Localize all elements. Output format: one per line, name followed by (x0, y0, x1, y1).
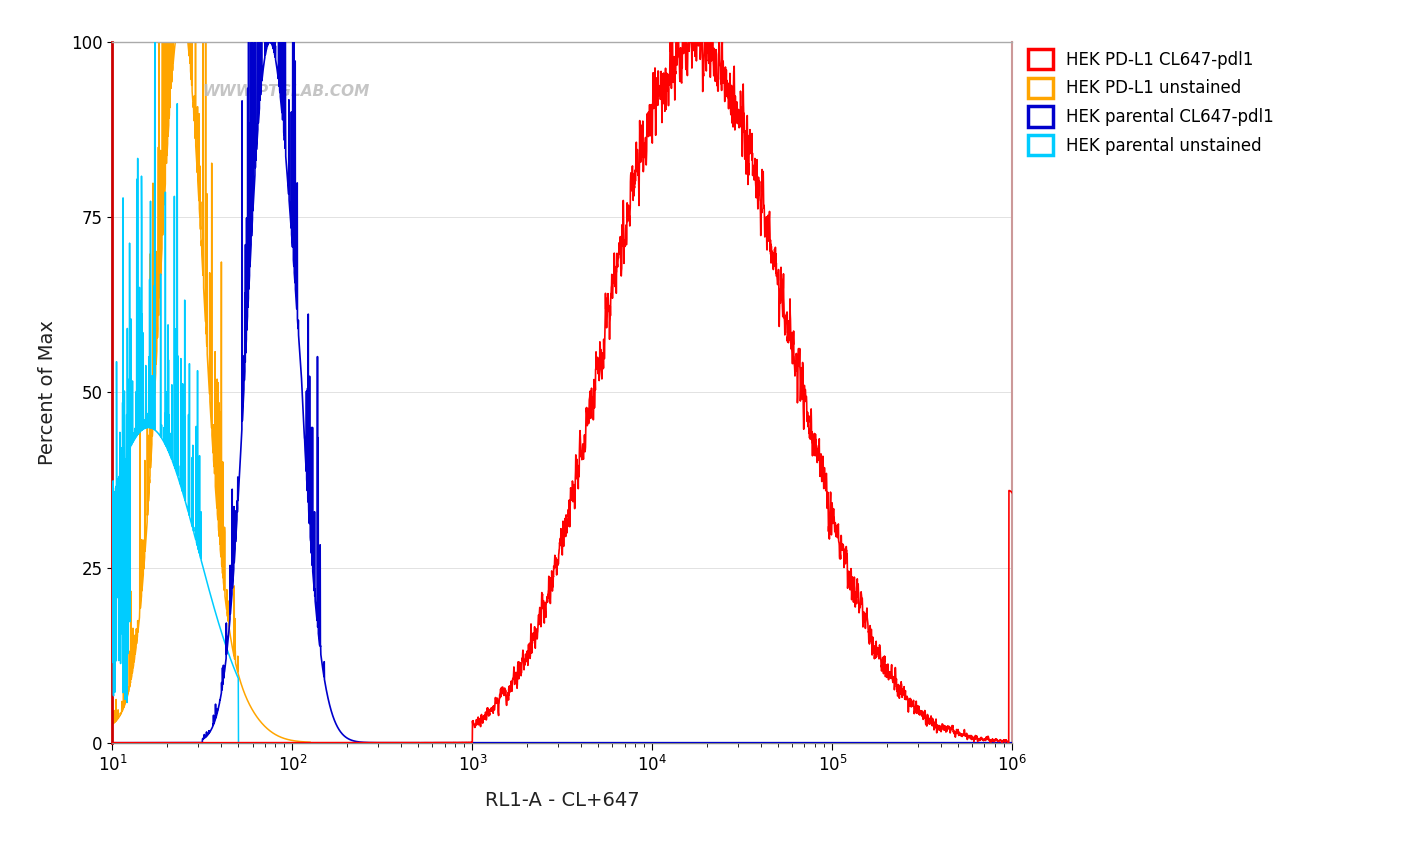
Y-axis label: Percent of Max: Percent of Max (38, 320, 58, 465)
Text: WWW.PTGLAB.COM: WWW.PTGLAB.COM (202, 84, 370, 100)
X-axis label: RL1-A - CL+647: RL1-A - CL+647 (485, 792, 640, 810)
Legend: HEK PD-L1 CL647-pdl1, HEK PD-L1 unstained, HEK parental CL647-pdl1, HEK parental: HEK PD-L1 CL647-pdl1, HEK PD-L1 unstaine… (1021, 42, 1281, 162)
